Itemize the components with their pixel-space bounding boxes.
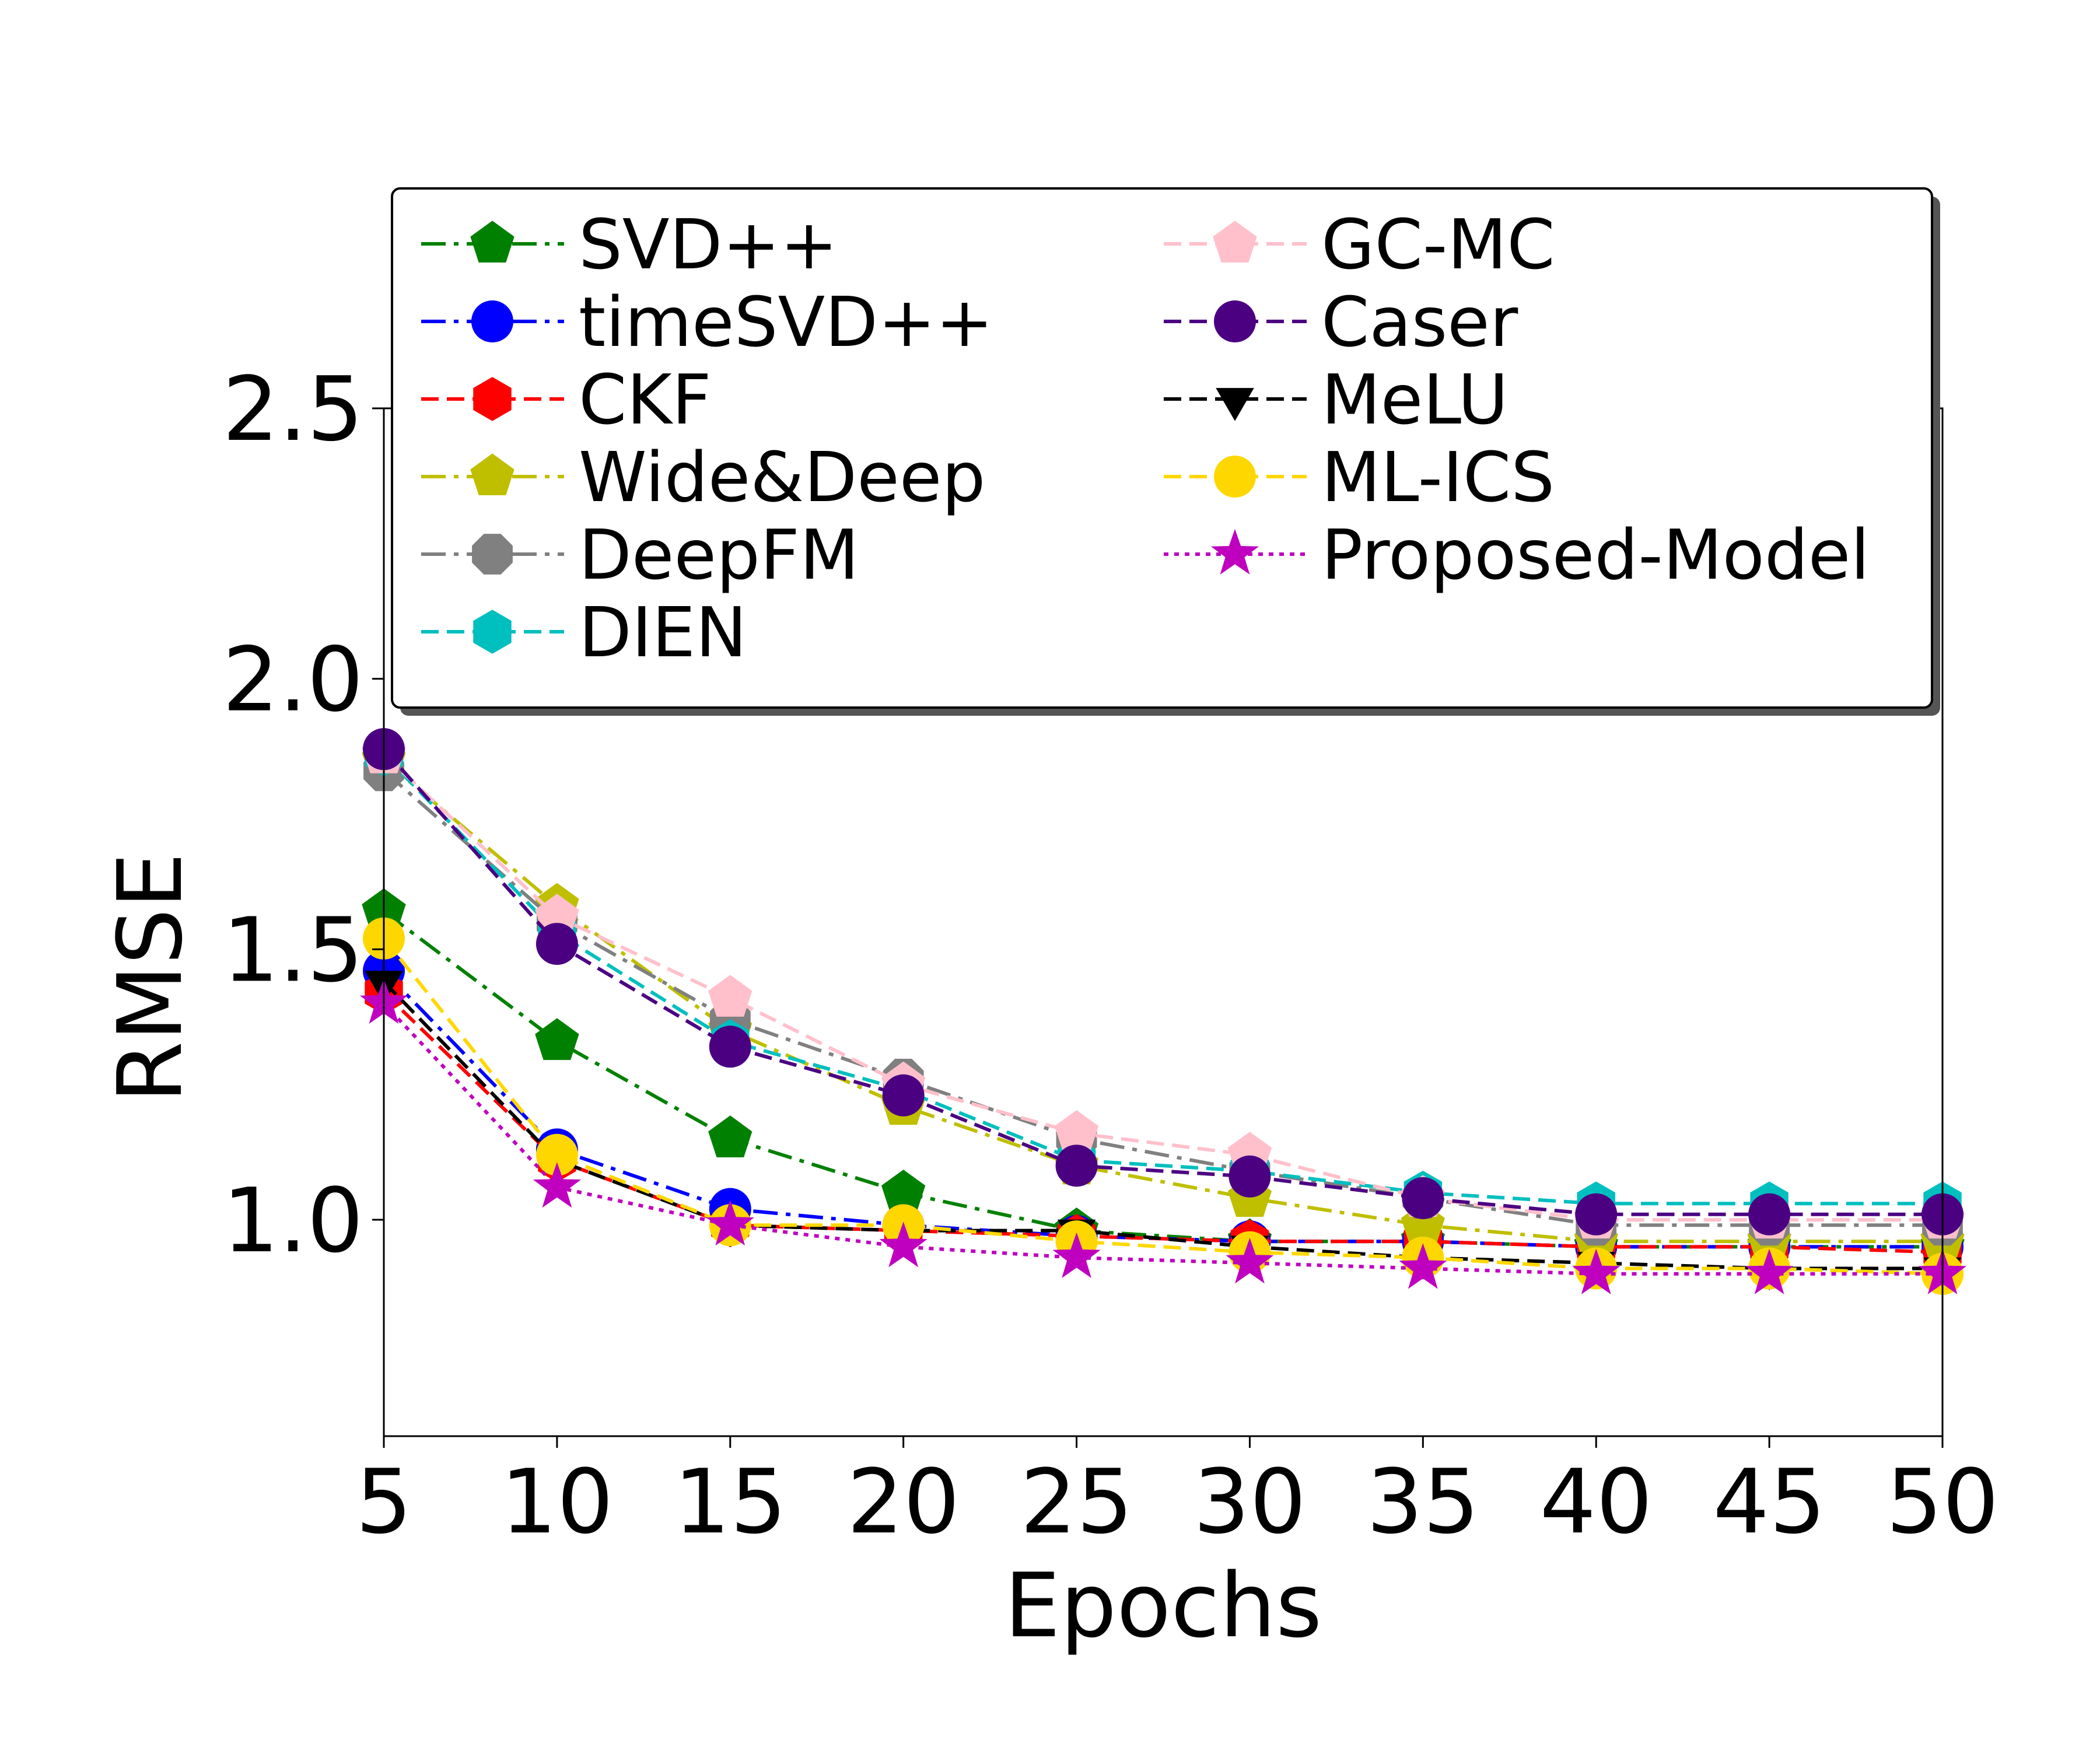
legend-label: MeLU: [1321, 359, 1508, 440]
legend-label: Caser: [1321, 282, 1518, 362]
data-point-gc-mc: [708, 975, 752, 1017]
data-point-caser: [1575, 1193, 1618, 1236]
x-tick-label: 10: [501, 1450, 613, 1553]
series-line-ml-ics: [382, 937, 1943, 1276]
x-tick-label: 50: [1886, 1450, 1999, 1553]
series-line-deepfm: [383, 769, 1943, 1227]
legend-marker: [472, 534, 513, 575]
series-line-ckf: [382, 991, 1943, 1254]
plot-area: [359, 728, 1967, 1295]
legend-label: Wide&Deep: [579, 437, 985, 517]
data-point-proposed-model: [879, 1222, 928, 1268]
series-line-dien: [382, 753, 1943, 1206]
series-line-timesvd: [382, 970, 1943, 1249]
y-tick-label: 2.5: [222, 358, 363, 461]
legend-label: timeSVD++: [579, 282, 993, 362]
data-point-proposed-model: [533, 1162, 581, 1208]
legend-label: GC-MC: [1321, 204, 1555, 285]
legend-item-deepfm: DeepFM: [421, 514, 859, 595]
data-point-caser: [1228, 1155, 1271, 1198]
legend-label: ML-ICS: [1321, 437, 1555, 517]
x-tick-label: 35: [1367, 1450, 1479, 1553]
legend-label: CKF: [579, 359, 712, 440]
series-line-gc-mc: [382, 753, 1943, 1222]
legend-marker: [470, 453, 514, 495]
data-point-caser: [1748, 1193, 1791, 1236]
series-line-melu: [382, 980, 1943, 1270]
x-tick-label: 25: [1020, 1450, 1133, 1553]
data-point-caser: [882, 1074, 925, 1116]
y-tick-label: 1.0: [222, 1169, 363, 1272]
legend-marker: [473, 610, 512, 654]
data-point-proposed-model: [1399, 1243, 1447, 1289]
series-line-proposed-model: [382, 1002, 1943, 1276]
data-point-proposed-model: [706, 1200, 754, 1246]
legend-item-caser: Caser: [1164, 282, 1518, 362]
series-line-caser: [382, 748, 1943, 1216]
series-wide-deep: [362, 737, 1965, 1261]
legend-item-melu: MeLU: [1164, 359, 1508, 440]
series-line-wide-deep: [383, 758, 1943, 1244]
data-point-proposed-model: [1745, 1248, 1794, 1294]
data-point-proposed-model: [1226, 1238, 1274, 1284]
x-tick-label: 45: [1713, 1450, 1825, 1553]
legend-item-wide-deep: Wide&Deep: [421, 437, 985, 517]
legend-marker: [473, 377, 512, 421]
legend-item-ml-ics: ML-ICS: [1164, 437, 1555, 517]
y-axis-label: RMSE: [99, 852, 202, 1102]
legend-item-svd: SVD++: [421, 204, 838, 285]
series-dien: [365, 732, 1962, 1226]
legend-item-dien: DIEN: [421, 592, 747, 673]
data-point-svd: [881, 1170, 926, 1212]
legend-marker: [470, 220, 514, 262]
data-point-proposed-model: [1052, 1232, 1101, 1278]
data-point-caser: [1055, 1144, 1098, 1187]
x-tick-label: 15: [674, 1450, 786, 1553]
series-line-svd: [383, 910, 1943, 1249]
legend-item-ckf: CKF: [421, 359, 712, 440]
legend-marker: [1216, 388, 1254, 421]
data-point-svd: [708, 1115, 752, 1157]
x-tick-label: 5: [356, 1450, 412, 1553]
x-tick-label: 20: [847, 1450, 960, 1553]
data-point-gc-mc: [535, 894, 579, 936]
legend-marker: [471, 300, 513, 342]
legend-box: [391, 187, 1933, 709]
series-timesvd: [363, 950, 1964, 1268]
x-tick-label: 30: [1194, 1450, 1306, 1553]
legend-marker: [1214, 300, 1256, 342]
data-point-caser: [536, 923, 578, 965]
series-ckf: [365, 970, 1962, 1275]
x-axis-label: Epochs: [1005, 1554, 1322, 1657]
legend-label: DeepFM: [579, 514, 859, 595]
data-point-svd: [535, 1018, 579, 1060]
axes: 5 10 15 20 25 30 35 40 45 50 1.0 1.5 2.0 2.5 Epochs RMS…: [99, 358, 1999, 1657]
legend-label: DIEN: [579, 592, 747, 673]
legend-item-gc-mc: GC-MC: [1164, 204, 1555, 285]
legend-marker: [1213, 220, 1257, 262]
series-caser: [363, 728, 1964, 1236]
legend-item-proposed-model: Proposed-Model: [1164, 514, 1870, 595]
legend-marker: [1210, 528, 1259, 575]
legend-label: Proposed-Model: [1321, 514, 1870, 595]
data-point-ml-ics: [536, 1133, 578, 1176]
data-point-proposed-model: [1572, 1248, 1620, 1294]
y-tick-label: 2.0: [222, 628, 363, 732]
data-point-gc-mc: [1054, 1110, 1099, 1152]
legend-marker: [1214, 456, 1256, 498]
y-tick-label: 1.5: [222, 898, 363, 1002]
series-svd: [362, 888, 1965, 1266]
legend-label: SVD++: [579, 204, 838, 285]
data-point-caser: [709, 1026, 751, 1068]
x-tick-label: 40: [1540, 1450, 1653, 1553]
data-point-caser: [1402, 1177, 1444, 1219]
series-gc-mc: [362, 731, 1965, 1239]
legend-item-timesvd: timeSVD++: [421, 282, 993, 362]
